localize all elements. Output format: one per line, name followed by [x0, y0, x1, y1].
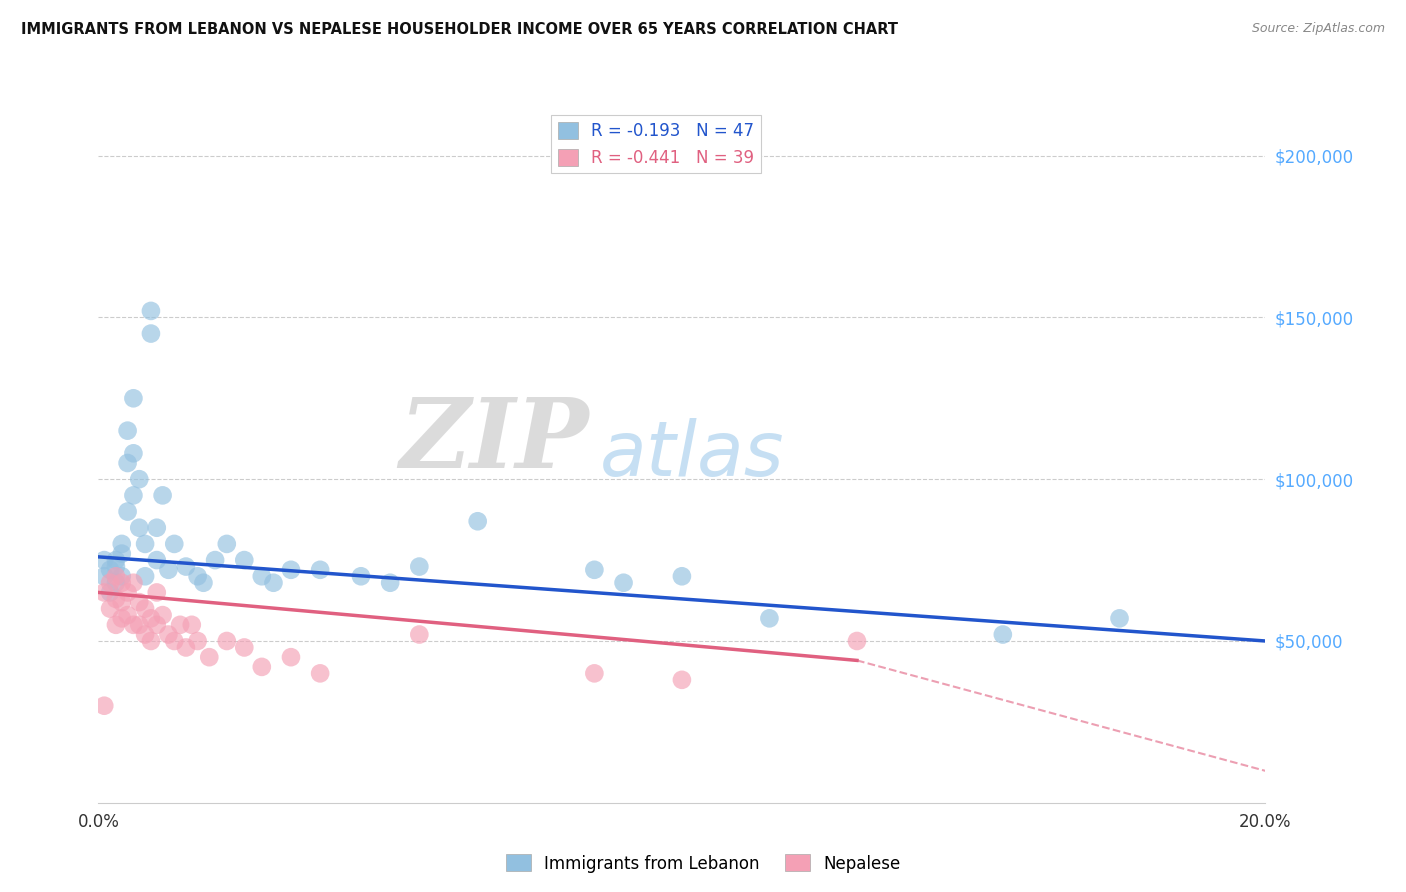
Legend: R = -0.193   N = 47, R = -0.441   N = 39: R = -0.193 N = 47, R = -0.441 N = 39: [551, 115, 761, 173]
Point: [98, 585, 121, 599]
Point: [187, 569, 209, 583]
Point: [152, 488, 174, 502]
Point: [93, 553, 115, 567]
Point: [139, 326, 162, 341]
Point: [139, 304, 162, 318]
Point: [280, 650, 302, 665]
Point: [111, 575, 134, 590]
Point: [193, 575, 215, 590]
Point: [128, 617, 150, 632]
Point: [146, 585, 169, 599]
Point: [117, 608, 139, 623]
Point: [309, 563, 332, 577]
Point: [104, 569, 127, 583]
Point: [111, 595, 134, 609]
Point: [117, 585, 139, 599]
Text: ZIP: ZIP: [399, 394, 589, 488]
Point: [111, 569, 134, 583]
Point: [111, 547, 134, 561]
Point: [233, 640, 256, 655]
Point: [98, 563, 121, 577]
Point: [93, 698, 115, 713]
Point: [169, 617, 191, 632]
Point: [845, 634, 868, 648]
Point: [309, 666, 332, 681]
Point: [122, 488, 145, 502]
Point: [122, 617, 145, 632]
Text: IMMIGRANTS FROM LEBANON VS NEPALESE HOUSEHOLDER INCOME OVER 65 YEARS CORRELATION: IMMIGRANTS FROM LEBANON VS NEPALESE HOUS…: [21, 22, 898, 37]
Point: [758, 611, 780, 625]
Point: [134, 537, 156, 551]
Point: [233, 553, 256, 567]
Point: [128, 595, 150, 609]
Point: [991, 627, 1014, 641]
Point: [117, 504, 139, 518]
Point: [187, 634, 209, 648]
Point: [671, 673, 693, 687]
Point: [180, 617, 202, 632]
Point: [198, 650, 221, 665]
Point: [93, 569, 115, 583]
Point: [583, 666, 606, 681]
Point: [117, 424, 139, 438]
Point: [408, 559, 430, 574]
Point: [122, 575, 145, 590]
Point: [98, 575, 121, 590]
Text: Source: ZipAtlas.com: Source: ZipAtlas.com: [1251, 22, 1385, 36]
Point: [111, 611, 134, 625]
Point: [157, 563, 180, 577]
Point: [139, 611, 162, 625]
Point: [250, 660, 273, 674]
Point: [93, 585, 115, 599]
Point: [204, 553, 226, 567]
Point: [408, 627, 430, 641]
Point: [250, 569, 273, 583]
Point: [111, 537, 134, 551]
Point: [671, 569, 693, 583]
Point: [128, 521, 150, 535]
Point: [146, 617, 169, 632]
Point: [215, 537, 238, 551]
Point: [104, 591, 127, 606]
Point: [146, 521, 169, 535]
Point: [128, 472, 150, 486]
Point: [134, 601, 156, 615]
Point: [117, 456, 139, 470]
Point: [104, 575, 127, 590]
Point: [163, 537, 186, 551]
Point: [174, 640, 197, 655]
Point: [378, 575, 402, 590]
Point: [583, 563, 606, 577]
Point: [174, 559, 197, 574]
Point: [122, 392, 145, 406]
Point: [215, 634, 238, 648]
Point: [104, 553, 127, 567]
Point: [152, 608, 174, 623]
Point: [262, 575, 284, 590]
Point: [139, 634, 162, 648]
Point: [1108, 611, 1130, 625]
Point: [157, 627, 180, 641]
Point: [612, 575, 634, 590]
Point: [146, 553, 169, 567]
Point: [104, 617, 127, 632]
Point: [280, 563, 302, 577]
Text: atlas: atlas: [600, 418, 785, 491]
Point: [98, 601, 121, 615]
Legend: Immigrants from Lebanon, Nepalese: Immigrants from Lebanon, Nepalese: [499, 847, 907, 880]
Point: [467, 514, 489, 528]
Point: [104, 559, 127, 574]
Point: [350, 569, 373, 583]
Point: [134, 627, 156, 641]
Point: [134, 569, 156, 583]
Point: [122, 446, 145, 460]
Point: [163, 634, 186, 648]
